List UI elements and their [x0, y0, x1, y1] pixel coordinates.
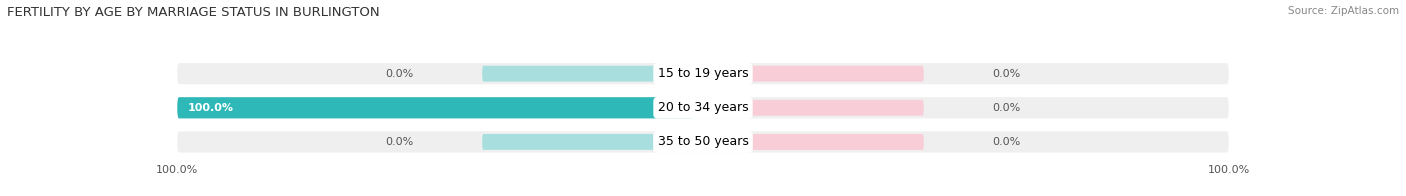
Text: 0.0%: 0.0% [993, 137, 1021, 147]
Text: FERTILITY BY AGE BY MARRIAGE STATUS IN BURLINGTON: FERTILITY BY AGE BY MARRIAGE STATUS IN B… [7, 6, 380, 19]
FancyBboxPatch shape [713, 66, 924, 82]
FancyBboxPatch shape [713, 134, 924, 150]
Text: 20 to 34 years: 20 to 34 years [658, 101, 748, 114]
FancyBboxPatch shape [177, 63, 1229, 84]
FancyBboxPatch shape [177, 97, 1229, 118]
Text: 0.0%: 0.0% [385, 137, 413, 147]
Text: 0.0%: 0.0% [993, 69, 1021, 79]
Text: 15 to 19 years: 15 to 19 years [658, 67, 748, 80]
FancyBboxPatch shape [177, 97, 693, 118]
FancyBboxPatch shape [482, 100, 693, 116]
Text: 100.0%: 100.0% [188, 103, 233, 113]
FancyBboxPatch shape [713, 100, 924, 116]
Text: 0.0%: 0.0% [385, 69, 413, 79]
FancyBboxPatch shape [482, 134, 693, 150]
FancyBboxPatch shape [177, 131, 1229, 152]
Text: 0.0%: 0.0% [993, 103, 1021, 113]
Text: Source: ZipAtlas.com: Source: ZipAtlas.com [1288, 6, 1399, 16]
Text: 35 to 50 years: 35 to 50 years [658, 135, 748, 148]
FancyBboxPatch shape [482, 66, 693, 82]
